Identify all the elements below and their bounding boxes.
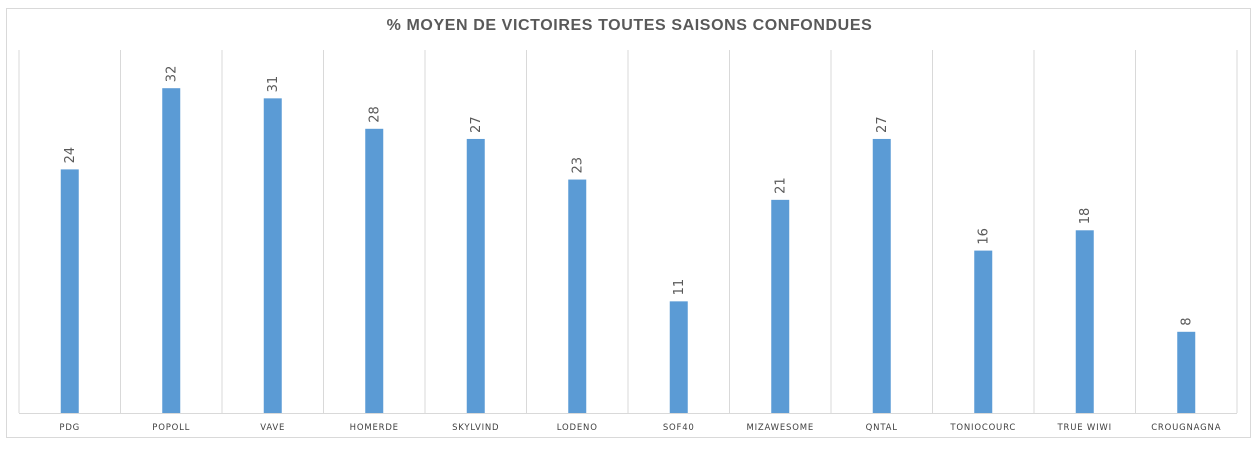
category-label: PDG — [59, 423, 80, 433]
data-label: 21 — [774, 177, 789, 194]
category-label: TONIOCOURC — [949, 423, 1016, 433]
chart-title: % MOYEN DE VICTOIRES TOUTES SAISONS CONF… — [386, 17, 873, 34]
data-label: 31 — [266, 76, 281, 93]
bar — [466, 138, 485, 413]
data-label: 24 — [63, 147, 78, 164]
bar — [872, 138, 891, 413]
data-label: 8 — [1180, 318, 1195, 326]
data-label: 28 — [368, 106, 383, 123]
bar — [263, 98, 282, 413]
data-label: 27 — [875, 116, 890, 133]
data-label: 16 — [977, 228, 992, 245]
bar — [669, 301, 688, 413]
category-label: LODENO — [557, 423, 598, 433]
bar — [568, 179, 587, 413]
category-label: CROUGNAGNA — [1151, 423, 1221, 433]
data-label: 27 — [469, 116, 484, 133]
category-label: SKYLVIND — [452, 423, 499, 433]
data-label: 23 — [571, 157, 586, 174]
data-label: 18 — [1078, 208, 1093, 225]
category-label: QNTAL — [866, 423, 898, 433]
data-labels: 24 32 31 28 27 23 11 21 27 16 18 8 — [63, 66, 1195, 326]
category-label: VAVE — [260, 423, 285, 433]
bar — [60, 169, 79, 413]
category-label: MIZAWESOME — [746, 423, 814, 433]
gridlines — [18, 50, 1238, 413]
category-label: TRUE WIWI — [1057, 423, 1112, 433]
category-labels: PDG POPOLL VAVE HOMERDE SKYLVIND LODENO SOF40 M… — [59, 423, 1221, 433]
category-label: HOMERDE — [350, 423, 399, 433]
bars — [60, 88, 1196, 414]
category-label: POPOLL — [152, 423, 190, 433]
data-label: 32 — [165, 66, 180, 83]
category-label: SOF40 — [663, 423, 695, 433]
bar — [771, 199, 790, 413]
bar — [365, 128, 384, 414]
data-label: 11 — [672, 279, 687, 296]
bar — [974, 250, 993, 413]
bar — [162, 88, 181, 413]
bar — [1075, 230, 1094, 413]
bar — [1177, 331, 1196, 413]
